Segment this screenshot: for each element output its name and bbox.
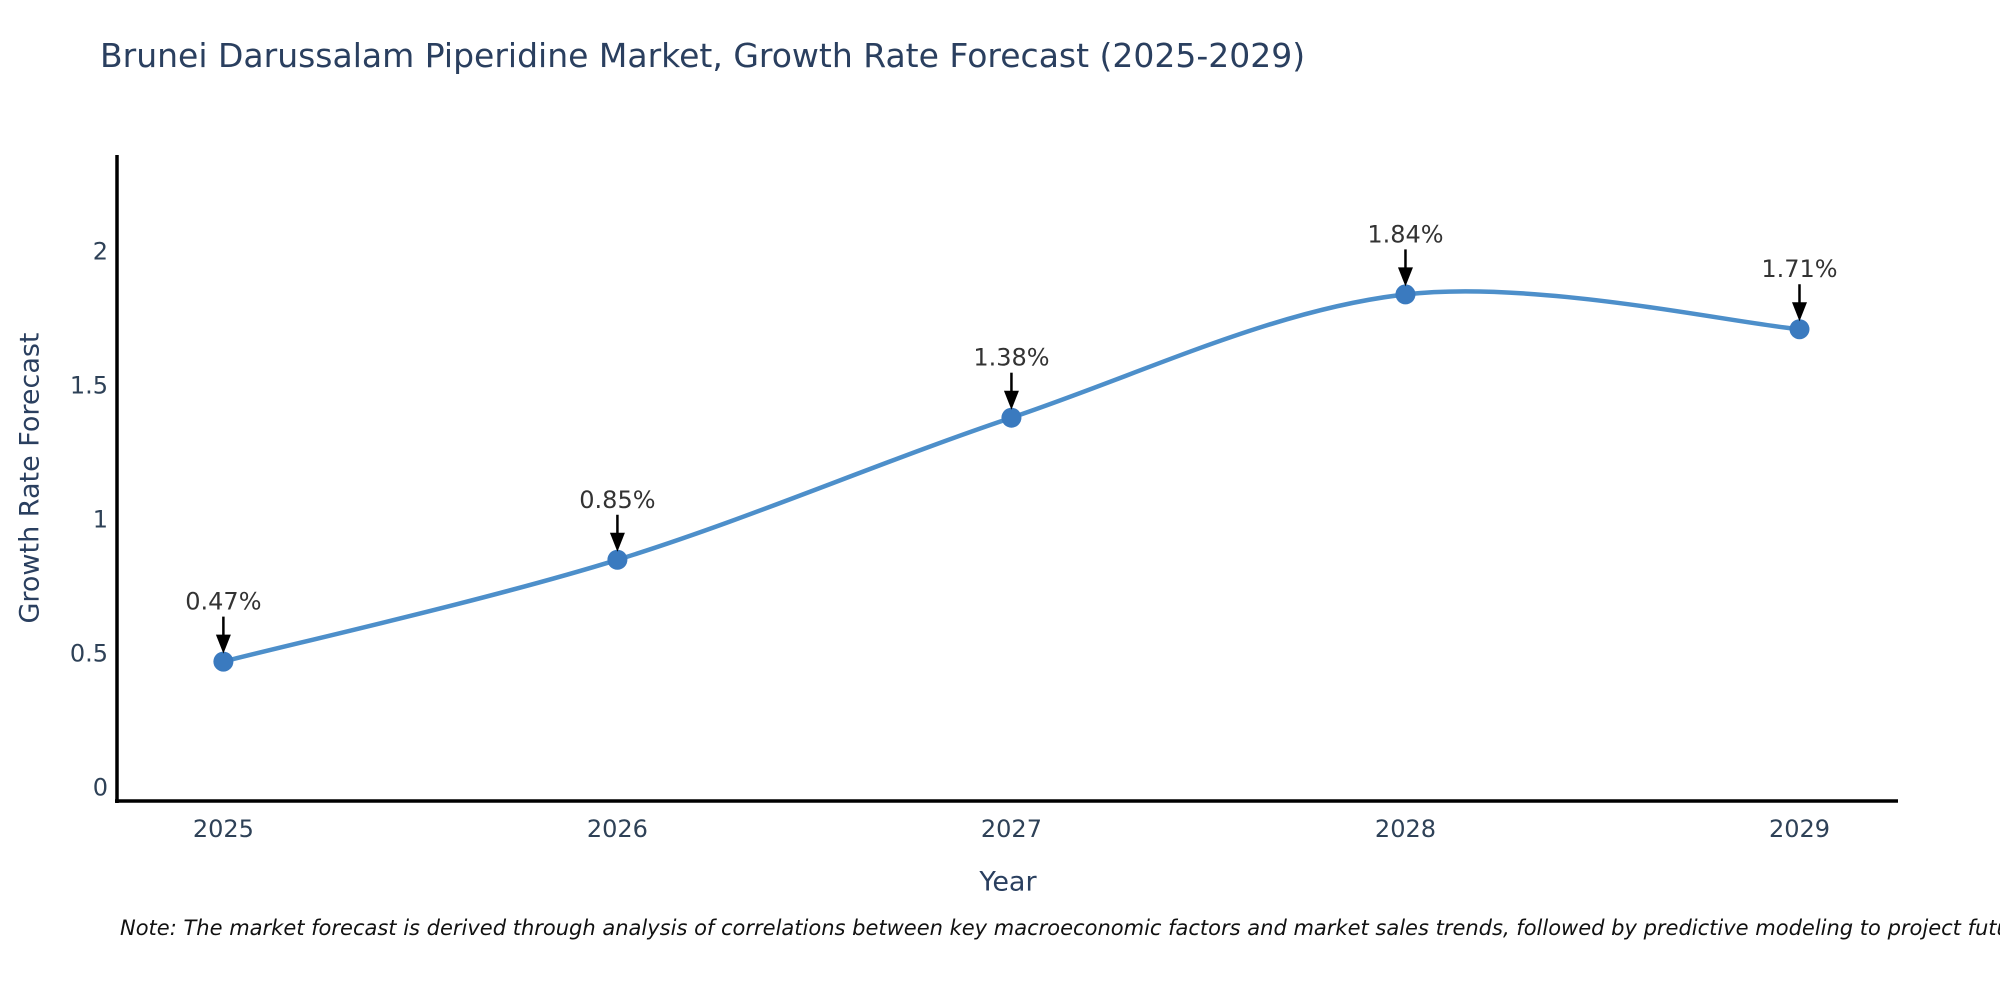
annotation-label: 1.38%	[973, 344, 1049, 372]
data-point-marker	[607, 549, 628, 570]
x-tick-label: 2025	[193, 815, 254, 843]
chart-title: Brunei Darussalam Piperidine Market, Gro…	[100, 36, 1306, 75]
annotation-label: 1.84%	[1367, 220, 1443, 248]
y-tick-label: 1.5	[70, 372, 108, 400]
x-tick-label: 2028	[1375, 815, 1436, 843]
y-tick-label: 0.5	[70, 640, 108, 668]
x-tick-label: 2027	[981, 815, 1042, 843]
annotation-arrowhead	[1791, 302, 1807, 322]
data-point-marker	[1395, 284, 1416, 305]
annotation-label: 1.71%	[1761, 255, 1837, 283]
x-tick-label: 2026	[587, 815, 648, 843]
x-tick-label: 2029	[1769, 815, 1830, 843]
annotation-arrowhead	[215, 634, 231, 654]
annotation-label: 0.85%	[579, 486, 655, 514]
footnote: Note: The market forecast is derived thr…	[120, 916, 2000, 940]
data-point-marker	[1001, 407, 1022, 428]
y-tick-label: 1	[93, 506, 108, 534]
data-point-marker	[1789, 319, 1810, 340]
annotation-arrowhead	[1397, 267, 1413, 287]
annotation-arrowhead	[609, 532, 625, 552]
annotation-arrowhead	[1003, 390, 1019, 410]
data-point-marker	[213, 651, 234, 672]
x-axis-title: Year	[979, 866, 1037, 898]
y-tick-label: 0	[93, 774, 108, 802]
annotation-label: 0.47%	[185, 588, 261, 616]
y-tick-label: 2	[93, 237, 108, 265]
